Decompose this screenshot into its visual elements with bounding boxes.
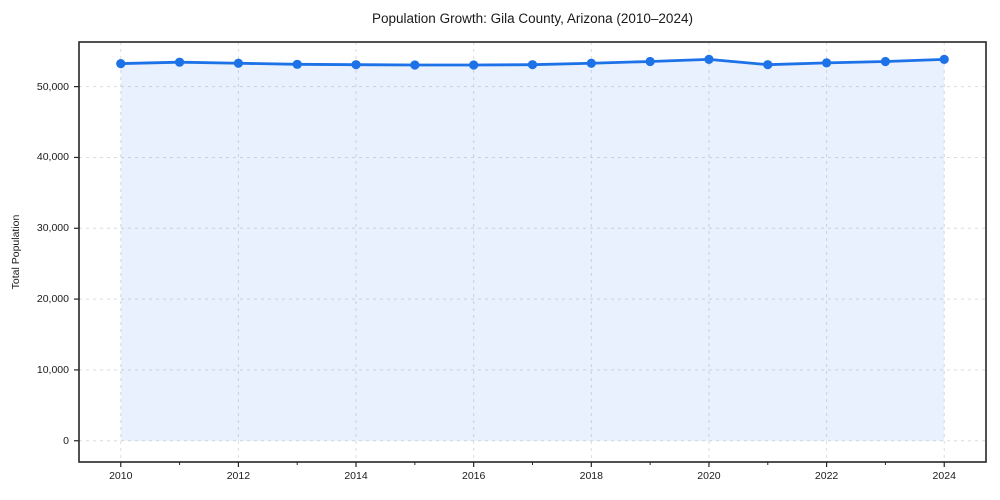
y-tick-label: 50,000 [36, 80, 69, 93]
data-point-marker [586, 58, 596, 68]
x-tick-label: 2016 [461, 470, 486, 482]
y-tick-label: 0 [63, 434, 69, 447]
y-tick-label: 30,000 [36, 222, 69, 235]
data-point-marker [880, 56, 891, 67]
x-tick-label: 2022 [814, 470, 839, 482]
data-point-marker [527, 60, 538, 70]
data-point-marker [645, 56, 655, 67]
x-tick-label: 2010 [109, 470, 133, 482]
data-point-marker [763, 60, 773, 70]
data-point-marker [469, 60, 479, 70]
x-tick-label: 2020 [697, 470, 721, 482]
data-point-marker [939, 54, 949, 64]
x-tick-label: 2014 [344, 470, 368, 482]
y-tick-label: 20,000 [36, 293, 69, 306]
y-tick-label: 40,000 [36, 151, 69, 164]
data-point-marker [821, 58, 832, 68]
x-tick-label: 2018 [579, 470, 603, 482]
x-tick-label: 2024 [932, 470, 956, 482]
data-point-marker [410, 60, 420, 70]
y-tick-label: 10,000 [36, 363, 69, 376]
chart-title: Population Growth: Gila County, Arizona … [372, 11, 693, 26]
data-point-marker [233, 58, 244, 68]
data-point-marker [351, 60, 361, 70]
data-point-marker [704, 54, 714, 64]
data-point-marker [174, 57, 185, 67]
data-point-marker [116, 59, 126, 69]
x-tick-label: 2012 [226, 470, 251, 482]
data-point-marker [292, 59, 302, 69]
area-fill [120, 59, 945, 441]
